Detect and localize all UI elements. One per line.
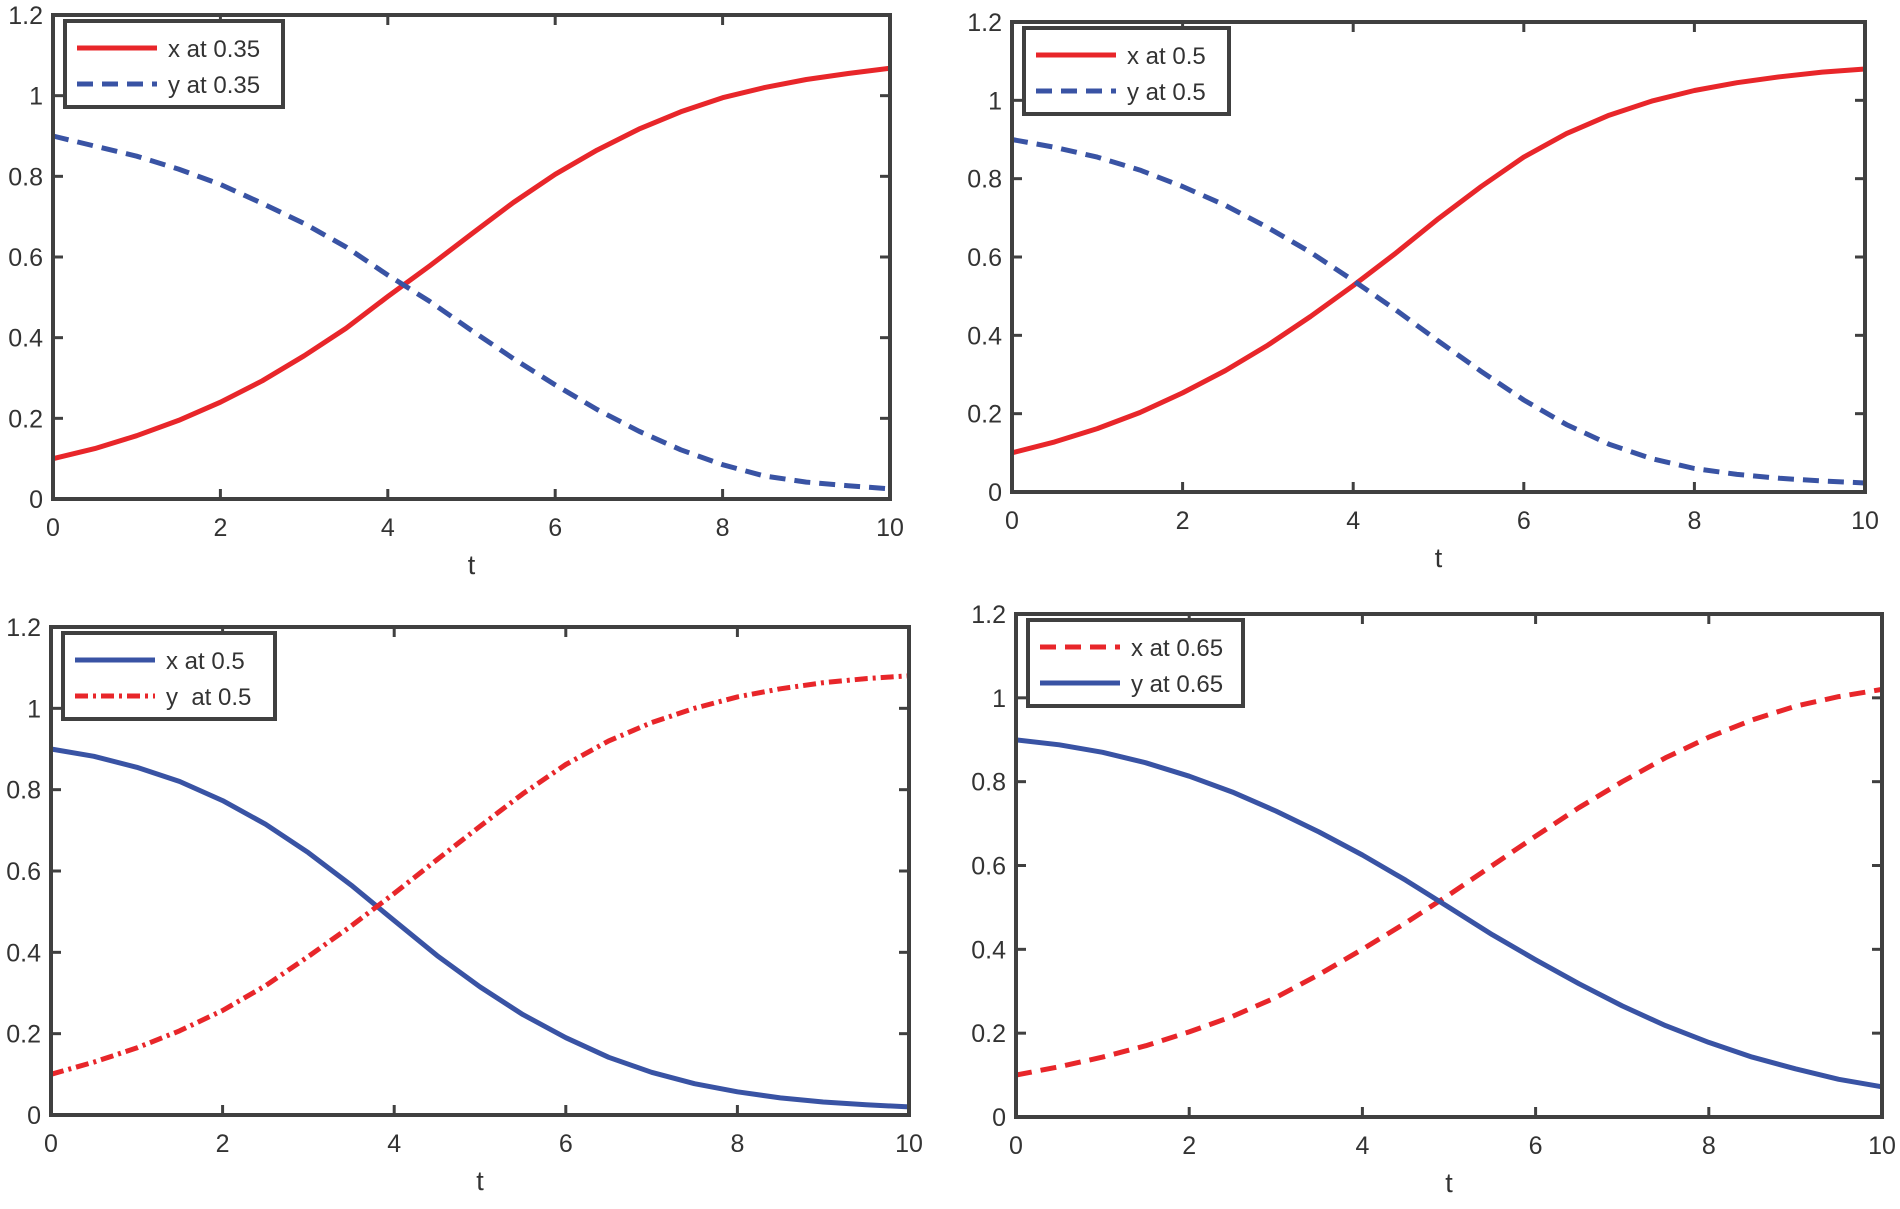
x-tick-label: 0 xyxy=(1005,507,1019,535)
y-tick-label: 0.2 xyxy=(971,1020,1006,1048)
x-tick-label: 10 xyxy=(1868,1132,1896,1160)
legend-label-1: x at 0.65 xyxy=(1131,635,1223,662)
legend: x at 0.65 y at 0.65 xyxy=(1026,618,1245,708)
legend-label-2: y at 0.35 xyxy=(168,72,260,99)
legend-label-1: x at 0.35 xyxy=(168,36,260,63)
y-tick-label: 0 xyxy=(29,486,43,514)
series-line-2 xyxy=(50,673,910,1077)
x-tick-label: 0 xyxy=(1009,1132,1023,1160)
y-tick-label: 1 xyxy=(27,695,41,723)
axes-frame xyxy=(49,625,911,1117)
x-axis-label: t xyxy=(468,550,476,580)
x-tick-label: 8 xyxy=(730,1130,744,1158)
series-line-1 xyxy=(1015,686,1883,1078)
y-tick-label: 0.2 xyxy=(8,405,43,433)
x-tick-label: 4 xyxy=(381,514,395,542)
x-tick-label: 6 xyxy=(1517,507,1531,535)
x-tick-label: 8 xyxy=(1702,1132,1716,1160)
x-tick-label: 6 xyxy=(1529,1132,1543,1160)
y-tick-label: 0.4 xyxy=(967,322,1002,350)
y-tick-label: 0.6 xyxy=(8,244,43,272)
x-tick-label: 2 xyxy=(1176,507,1190,535)
y-tick-label: 0.6 xyxy=(967,244,1002,272)
legend-label-2: y at 0.5 xyxy=(1127,79,1206,106)
series-line-2 xyxy=(52,133,891,492)
legend-label-1: x at 0.5 xyxy=(1127,43,1206,70)
y-tick-label: 0.4 xyxy=(6,939,41,967)
y-tick-label: 0.6 xyxy=(971,853,1006,881)
x-tick-label: 0 xyxy=(46,514,60,542)
series-line-2 xyxy=(1015,737,1883,1090)
y-tick-label: 0.8 xyxy=(8,163,43,191)
x-tick-label: 10 xyxy=(876,514,904,542)
legend: x at 0.5 y at 0.5 xyxy=(1022,26,1231,116)
x-tick-label: 8 xyxy=(716,514,730,542)
x-tick-label: 6 xyxy=(548,514,562,542)
y-tick-label: 1.2 xyxy=(6,614,41,642)
series-line-1 xyxy=(1011,66,1866,456)
y-tick-label: 0 xyxy=(992,1104,1006,1132)
y-tick-label: 0.2 xyxy=(6,1021,41,1049)
y-tick-label: 1.2 xyxy=(967,9,1002,37)
x-axis-label: t xyxy=(1445,1168,1453,1198)
legend-label-2: y at 0.65 xyxy=(1131,671,1223,698)
series-line-1 xyxy=(50,746,910,1110)
y-tick-label: 0.2 xyxy=(967,401,1002,429)
x-tick-label: 4 xyxy=(387,1130,401,1158)
axes-frame xyxy=(1010,20,1867,494)
x-axis-label: t xyxy=(476,1166,484,1196)
x-tick-label: 0 xyxy=(44,1130,58,1158)
series-line-1 xyxy=(52,65,891,462)
legend: x at 0.35 y at 0.35 xyxy=(63,19,285,109)
legend-box xyxy=(63,19,285,109)
x-axis-label: t xyxy=(1435,543,1443,573)
chart-top-left: 0 2 4 6 8 10 0 0.2 0.4 0.6 0.8 1 1.2 t x at 0.35 y at 0… xyxy=(8,2,904,580)
chart-bottom-right: 0 2 4 6 8 10 0 0.2 0.4 0.6 0.8 1 1.2 t x at 0.65 y at 0… xyxy=(971,601,1896,1198)
axes-frame xyxy=(51,13,892,501)
y-tick-label: 0.8 xyxy=(6,777,41,805)
y-tick-label: 0 xyxy=(27,1102,41,1130)
x-tick-label: 4 xyxy=(1346,507,1360,535)
x-tick-label: 10 xyxy=(1851,507,1879,535)
y-tick-label: 1 xyxy=(988,87,1002,115)
legend-label-2: y at 0.5 xyxy=(166,684,251,711)
legend-box xyxy=(61,631,277,721)
y-tick-label: 0 xyxy=(988,479,1002,507)
y-tick-label: 1.2 xyxy=(971,601,1006,629)
y-tick-label: 0.4 xyxy=(971,936,1006,964)
y-tick-label: 0.4 xyxy=(8,325,43,353)
legend-box xyxy=(1022,26,1231,116)
legend-label-1: x at 0.5 xyxy=(166,648,245,675)
y-tick-label: 0.8 xyxy=(967,166,1002,194)
y-tick-label: 0.8 xyxy=(971,769,1006,797)
x-tick-label: 8 xyxy=(1687,507,1701,535)
x-tick-label: 2 xyxy=(216,1130,230,1158)
x-tick-label: 2 xyxy=(1182,1132,1196,1160)
legend: x at 0.5 y at 0.5 xyxy=(61,631,277,721)
x-tick-label: 2 xyxy=(213,514,227,542)
x-tick-label: 6 xyxy=(559,1130,573,1158)
y-tick-label: 1 xyxy=(29,83,43,111)
y-tick-label: 1.2 xyxy=(8,2,43,30)
chart-bottom-left: 0 2 4 6 8 10 0 0.2 0.4 0.6 0.8 1 1.2 t x at 0.5 y at 0.… xyxy=(6,614,923,1196)
axes-frame xyxy=(1014,612,1884,1119)
y-tick-label: 1 xyxy=(992,685,1006,713)
legend-box xyxy=(1026,618,1245,708)
y-tick-label: 0.6 xyxy=(6,858,41,886)
series-line-2 xyxy=(1011,137,1866,486)
x-tick-label: 10 xyxy=(895,1130,923,1158)
x-tick-label: 4 xyxy=(1355,1132,1369,1160)
chart-top-right: 0 2 4 6 8 10 0 0.2 0.4 0.6 0.8 1 1.2 t x at 0.5 y at 0.… xyxy=(967,9,1879,573)
